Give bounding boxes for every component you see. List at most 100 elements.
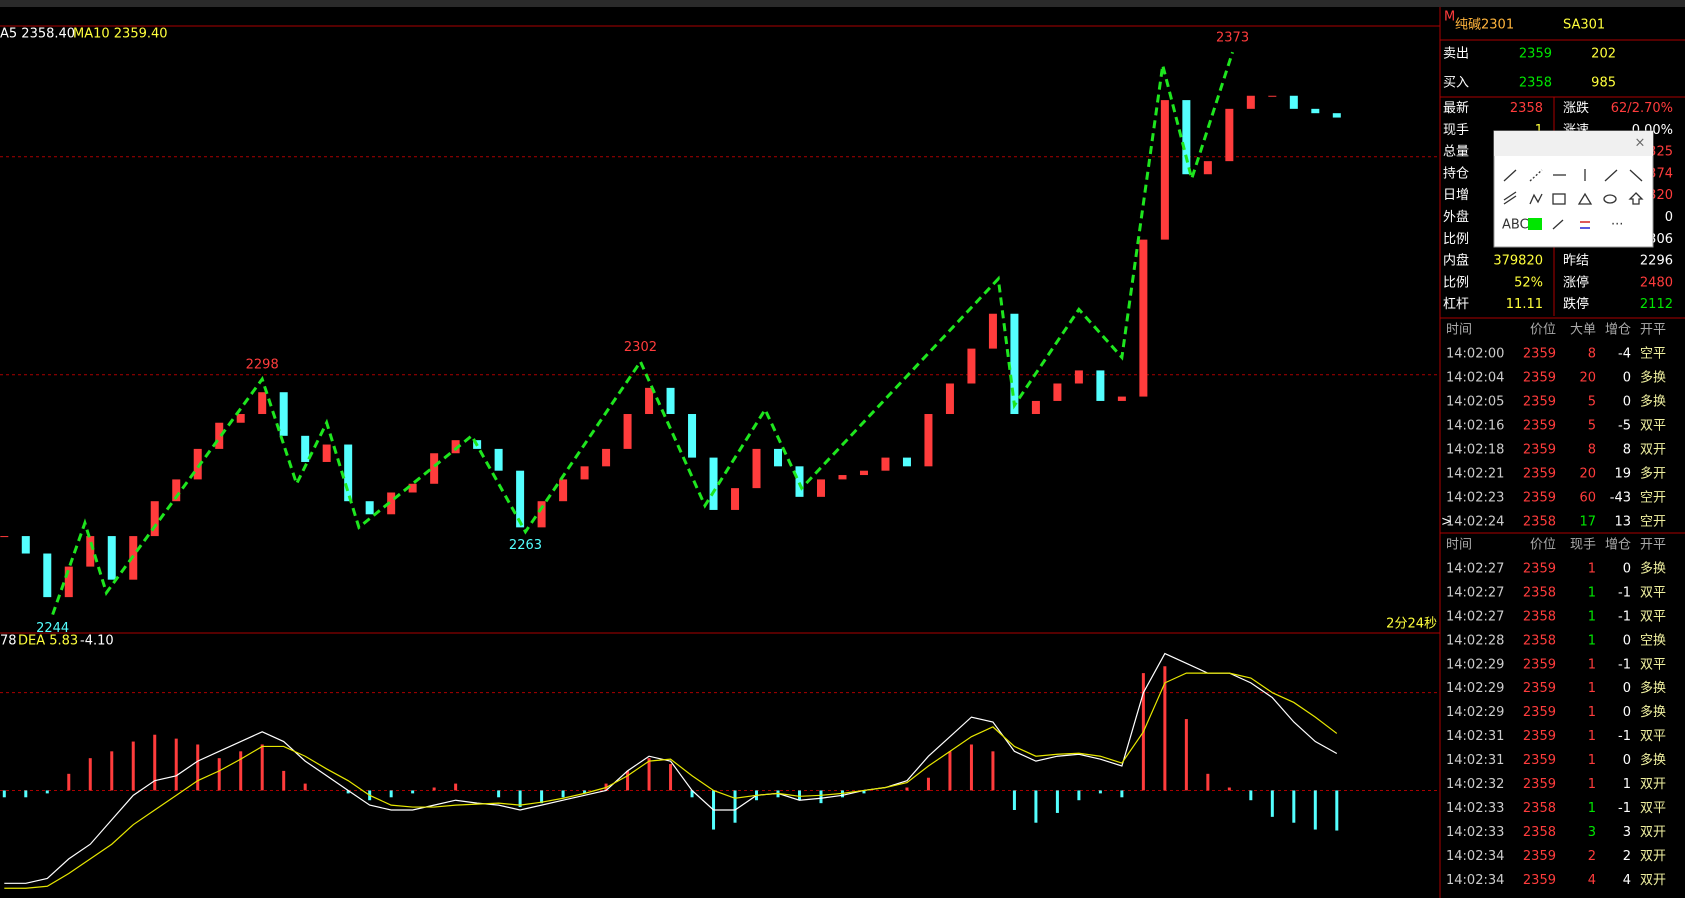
tick-price: 2359 [1523,443,1556,458]
table-header: 现手 [1570,538,1596,553]
tick-oi: 3 [1623,825,1631,840]
stat-value: 2480 [1640,275,1673,290]
candle [1074,370,1083,384]
tick-volume: 1 [1588,729,1596,744]
top-bar [0,0,1685,7]
tick-time: 14:02:33 [1446,825,1504,840]
tick-oi: 0 [1623,633,1631,648]
candle [387,492,396,515]
tick-volume: 1 [1588,609,1596,624]
candle [1117,396,1126,401]
macd-bar [1313,790,1317,830]
candle [86,536,95,567]
tick-volume: 1 [1588,753,1596,768]
tick-time: 14:02:34 [1446,849,1504,864]
tick-time: 14:02:33 [1446,801,1504,816]
tick-type: 空换 [1640,633,1666,648]
candle [172,479,181,502]
macd-bar [24,790,28,798]
candle [1311,108,1320,114]
tick-volume: 5 [1588,395,1596,410]
instrument-name: 纯碱2301 [1455,18,1514,33]
candle [0,536,9,538]
ma-label: A5 2358.40 [0,27,75,42]
instrument-code: SA301 [1563,18,1605,33]
candle [1332,113,1341,118]
quote-price: 2359 [1519,47,1552,62]
candle [1096,370,1105,401]
tick-type: 多换 [1640,704,1666,720]
tick-price: 2358 [1523,633,1556,648]
color-swatch[interactable] [1528,218,1542,230]
tick-type: 多开 [1640,466,1666,482]
tick-oi: -4 [1618,347,1631,362]
macd-bar [497,790,501,798]
macd-bar [819,790,823,804]
toolbox-icons[interactable] [1503,169,1644,230]
drawing-toolbox[interactable]: ··· × ABC [1493,130,1654,248]
stat-label: 涨跌 [1563,100,1589,116]
table-header: 价位 [1530,323,1556,338]
tick-time: 14:02:27 [1446,609,1504,624]
stat-value: 62/2.70% [1611,101,1673,116]
tick-oi: 8 [1623,443,1631,458]
text-tool[interactable]: ABC [1502,218,1529,233]
candle [236,414,245,423]
candle [752,448,761,489]
tick-oi: -1 [1618,729,1631,744]
candle [1031,400,1040,415]
stat-value: 320 [1648,188,1673,203]
stat-label: 跌停 [1563,296,1589,312]
tick-volume: 2 [1588,849,1596,864]
candle [1182,100,1191,175]
tick-price: 2359 [1523,705,1556,720]
stat-value: 325 [1648,145,1673,160]
macd-bar [669,764,673,791]
tick-time: 14:02:27 [1446,585,1504,600]
tick-time: 14:02:28 [1446,633,1504,648]
tick-volume: 20 [1579,467,1596,482]
macd-bar [217,758,221,791]
tick-volume: 20 [1579,371,1596,386]
stat-value: 2296 [1640,254,1673,269]
close-button[interactable]: × [1635,136,1646,151]
tick-type: 双平 [1640,419,1666,434]
macd-bar [1227,787,1231,791]
macd-bar [174,738,178,791]
stat-label: 比例 [1443,232,1469,247]
candle [709,457,718,510]
stat-value: 52% [1514,275,1543,290]
tick-time: 14:02:34 [1446,873,1504,888]
macd-bar [196,744,200,791]
tick-type: 双开 [1640,443,1666,458]
tick-volume: 1 [1588,585,1596,600]
candle [1010,313,1019,415]
candle [516,470,525,528]
more-icon[interactable]: ··· [1611,218,1623,233]
tick-type: 双平 [1640,585,1666,600]
tick-price: 2358 [1523,609,1556,624]
quote-price: 2358 [1519,76,1552,91]
macd-bar [88,758,92,791]
macd-bar [1292,790,1296,823]
stat-label: 外盘 [1443,209,1469,225]
tick-time: 14:02:00 [1446,347,1504,362]
tick-oi: -1 [1618,801,1631,816]
macd-bar [282,770,286,791]
tick-oi: 0 [1623,395,1631,410]
tick-oi: -1 [1618,609,1631,624]
candle [1289,95,1298,109]
macd-bar [1098,790,1102,794]
macd-bar [1012,790,1016,810]
quote-label: 买入 [1443,76,1469,91]
tick-oi: 1 [1623,777,1631,792]
table-header: 大单 [1570,323,1596,338]
tick-price: 2358 [1523,801,1556,816]
macd-bar [862,790,866,794]
tick-price: 2359 [1523,371,1556,386]
tick-price: 2359 [1523,657,1556,672]
candle [816,479,825,497]
